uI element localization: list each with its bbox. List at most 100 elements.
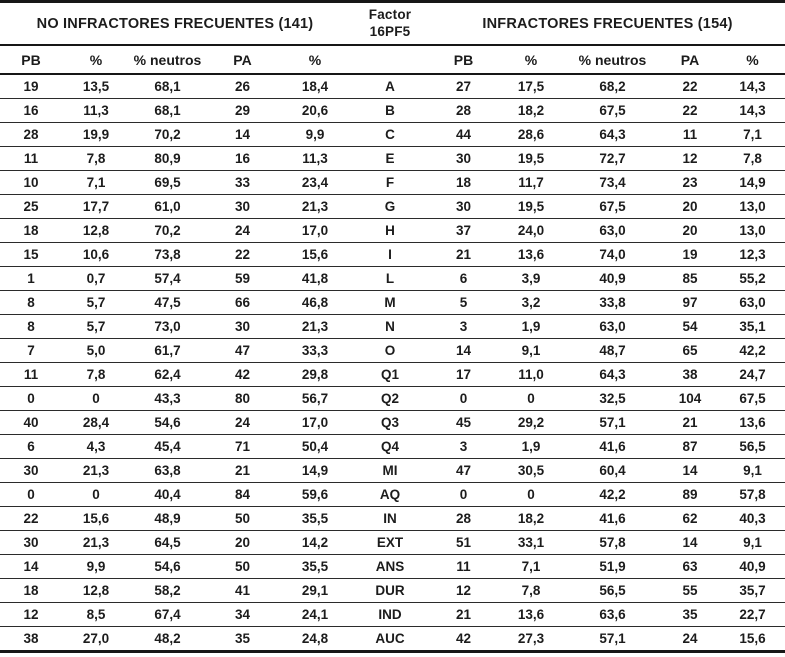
value-cell: 24	[682, 631, 698, 646]
value-cell: 24,8	[301, 631, 329, 646]
value-cell: 6	[459, 271, 468, 286]
value-cell: 19	[23, 79, 39, 94]
table-row: 14 9,9 54,6 50 35,5 ANS 11 7,1 51,9 63 40,9	[0, 555, 785, 579]
value-cell: 40,9	[739, 559, 766, 574]
value-cell: 27,3	[517, 631, 545, 646]
value-cell: 5,7	[86, 295, 106, 310]
value-cell: 20,6	[301, 103, 329, 118]
col-header-right-pct2: %	[746, 51, 759, 68]
factor-cell: Q3	[380, 415, 399, 430]
value-cell: 20	[234, 535, 251, 550]
value-cell: 55	[682, 583, 698, 598]
value-cell: 47	[234, 343, 251, 358]
value-cell: 34	[234, 607, 251, 622]
value-cell: 15,6	[82, 511, 110, 526]
value-cell: 21,3	[301, 319, 329, 334]
value-cell: 74,0	[599, 247, 626, 262]
col-header-right-neutros: % neutros	[578, 51, 647, 68]
table-row: 40 28,4 54,6 24 17,0 Q3 45 29,2 57,1 21 13,6	[0, 411, 785, 435]
factor-cell: AQ	[379, 487, 401, 502]
factor-cell: Q2	[380, 391, 399, 406]
value-cell: 20	[682, 223, 698, 238]
value-cell: 8	[27, 319, 35, 334]
value-cell: 40,4	[154, 487, 181, 502]
value-cell: 17	[455, 367, 472, 382]
value-cell: 41	[234, 583, 251, 598]
value-cell: 7,1	[521, 559, 541, 574]
factor-cell: ANS	[375, 559, 405, 574]
value-cell: 63	[682, 559, 698, 574]
value-cell: 80	[234, 391, 251, 406]
value-cell: 63,6	[599, 607, 626, 622]
value-cell: 8	[27, 295, 35, 310]
value-cell: 28	[455, 511, 472, 526]
value-cell: 11,0	[518, 367, 544, 382]
value-cell: 40	[23, 415, 39, 430]
value-cell: 80,9	[154, 151, 181, 166]
table-row: 11 7,8 62,4 42 29,8 Q1 17 11,0 64,3 38 24,7	[0, 363, 785, 387]
value-cell: 51	[455, 535, 472, 550]
value-cell: 29,2	[517, 415, 545, 430]
value-cell: 22	[682, 79, 698, 94]
table-row: 18 12,8 70,2 24 17,0 H 37 24,0 63,0 20 13,0	[0, 219, 785, 243]
value-cell: 97	[682, 295, 698, 310]
value-cell: 15	[23, 247, 39, 262]
value-cell: 42	[455, 631, 472, 646]
table-body: 19 13,5 68,1 26 18,4 A 27 17,5 68,2 22 14,3 16 11,3 6…	[0, 74, 785, 652]
value-cell: 11	[23, 367, 39, 382]
left-group-title: NO INFRACTORES FRECUENTES (141)	[36, 15, 314, 32]
value-cell: 48,7	[599, 343, 626, 358]
value-cell: 14,3	[739, 103, 766, 118]
value-cell: 19,9	[82, 127, 110, 142]
value-cell: 18	[23, 223, 39, 238]
value-cell: 35,5	[301, 559, 329, 574]
value-cell: 30	[455, 199, 472, 214]
value-cell: 64,3	[599, 367, 626, 382]
col-header-left-pa: PA	[233, 51, 252, 68]
factor-cell: AUC	[375, 631, 405, 646]
value-cell: 63,8	[154, 463, 181, 478]
value-cell: 30	[234, 199, 251, 214]
value-cell: 43,3	[154, 391, 181, 406]
value-cell: 56,7	[301, 391, 329, 406]
value-cell: 35,5	[301, 511, 329, 526]
right-group-title: INFRACTORES FRECUENTES (154)	[482, 15, 733, 32]
value-cell: 14	[682, 463, 698, 478]
value-cell: 85	[682, 271, 698, 286]
factor-cell: Q4	[380, 439, 399, 454]
value-cell: 9,1	[743, 463, 762, 478]
value-cell: 37	[455, 223, 472, 238]
value-cell: 13,5	[82, 79, 110, 94]
factor-cell: B	[385, 103, 395, 118]
value-cell: 21	[682, 415, 698, 430]
factor-cell: H	[385, 223, 395, 238]
value-cell: 89	[682, 487, 698, 502]
value-cell: 14	[455, 343, 472, 358]
value-cell: 73,4	[599, 175, 626, 190]
value-cell: 14,9	[301, 463, 329, 478]
value-cell: 11	[23, 151, 39, 166]
value-cell: 0	[27, 391, 35, 406]
value-cell: 8,5	[86, 607, 106, 622]
value-cell: 71	[234, 439, 251, 454]
value-cell: 33,1	[517, 535, 545, 550]
value-cell: 45,4	[154, 439, 181, 454]
value-cell: 50	[234, 559, 251, 574]
col-header-right-pct: %	[524, 51, 538, 68]
value-cell: 57,1	[599, 631, 626, 646]
value-cell: 11,3	[302, 151, 328, 166]
value-cell: 23,4	[301, 175, 329, 190]
value-cell: 0	[27, 487, 35, 502]
table-row: 28 19,9 70,2 14 9,9 C 44 28,6 64,3 11 7,1	[0, 123, 785, 147]
col-header-left-pct: %	[89, 51, 103, 68]
factor-cell: Q1	[380, 367, 399, 382]
value-cell: 40,9	[599, 271, 626, 286]
factor-cell: C	[385, 127, 395, 142]
value-cell: 1	[27, 271, 35, 286]
value-cell: 87	[682, 439, 698, 454]
value-cell: 46,8	[301, 295, 329, 310]
table-row: 15 10,6 73,8 22 15,6 I 21 13,6 74,0 19 12,3	[0, 243, 785, 267]
table-row: 0 0 40,4 84 59,6 AQ 0 0 42,2 89 57,8	[0, 483, 785, 507]
table-row: 6 4,3 45,4 71 50,4 Q4 3 1,9 41,6 87 56,5	[0, 435, 785, 459]
